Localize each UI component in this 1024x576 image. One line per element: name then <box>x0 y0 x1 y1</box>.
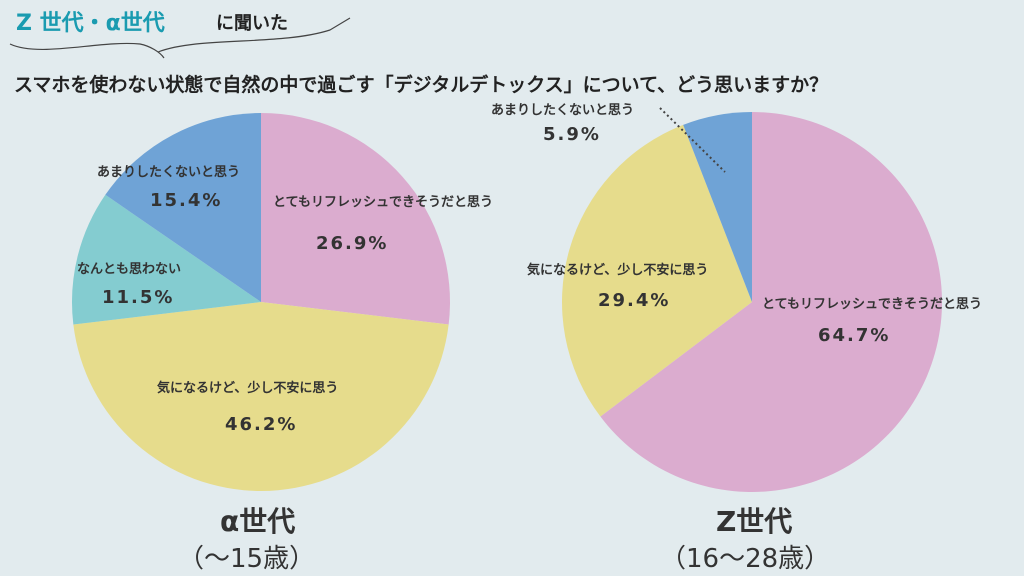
group-age: （16〜28歳） <box>660 544 831 574</box>
pie-slice <box>600 112 942 492</box>
pie-slice <box>261 113 450 325</box>
pie-slice <box>105 113 261 302</box>
leader-line <box>659 107 726 173</box>
slice-label: 気になるけど、少し不安に思う <box>157 381 339 396</box>
slice-value: 64.7% <box>818 325 891 346</box>
group-age: （〜15歳） <box>178 544 316 574</box>
slice-value: 29.4% <box>598 290 671 311</box>
slice-label: 気になるけど、少し不安に思う <box>527 263 709 278</box>
group-name: α世代 <box>220 505 296 538</box>
slice-value: 5.9% <box>543 124 601 145</box>
slice-label: あまりしたくないと思う <box>97 165 241 180</box>
header-underline <box>9 17 351 59</box>
slice-label: とてもリフレッシュできそうだと思う <box>273 195 493 210</box>
header-highlight: Z 世代・α世代 <box>16 11 165 36</box>
pie-slice <box>683 112 752 302</box>
slice-label: とてもリフレッシュできそうだと思う <box>762 297 982 312</box>
pie-alpha <box>72 113 450 491</box>
group-name: Z世代 <box>716 505 793 538</box>
chart-title: スマホを使わない状態で自然の中で過ごす「デジタルデトックス」について、どう思いま… <box>14 74 829 96</box>
slice-value: 11.5% <box>102 287 175 308</box>
pie-slice <box>72 194 261 325</box>
slice-value: 46.2% <box>225 414 298 435</box>
slice-label: なんとも思わない <box>77 262 182 277</box>
slice-value: 26.9% <box>316 233 389 254</box>
pie-z <box>562 112 942 492</box>
pie-slice <box>73 302 449 491</box>
pie-slice <box>562 124 752 417</box>
slice-label: あまりしたくないと思う <box>491 103 635 118</box>
slice-value: 15.4% <box>150 190 223 211</box>
header-suffix: に聞いた <box>216 13 288 34</box>
